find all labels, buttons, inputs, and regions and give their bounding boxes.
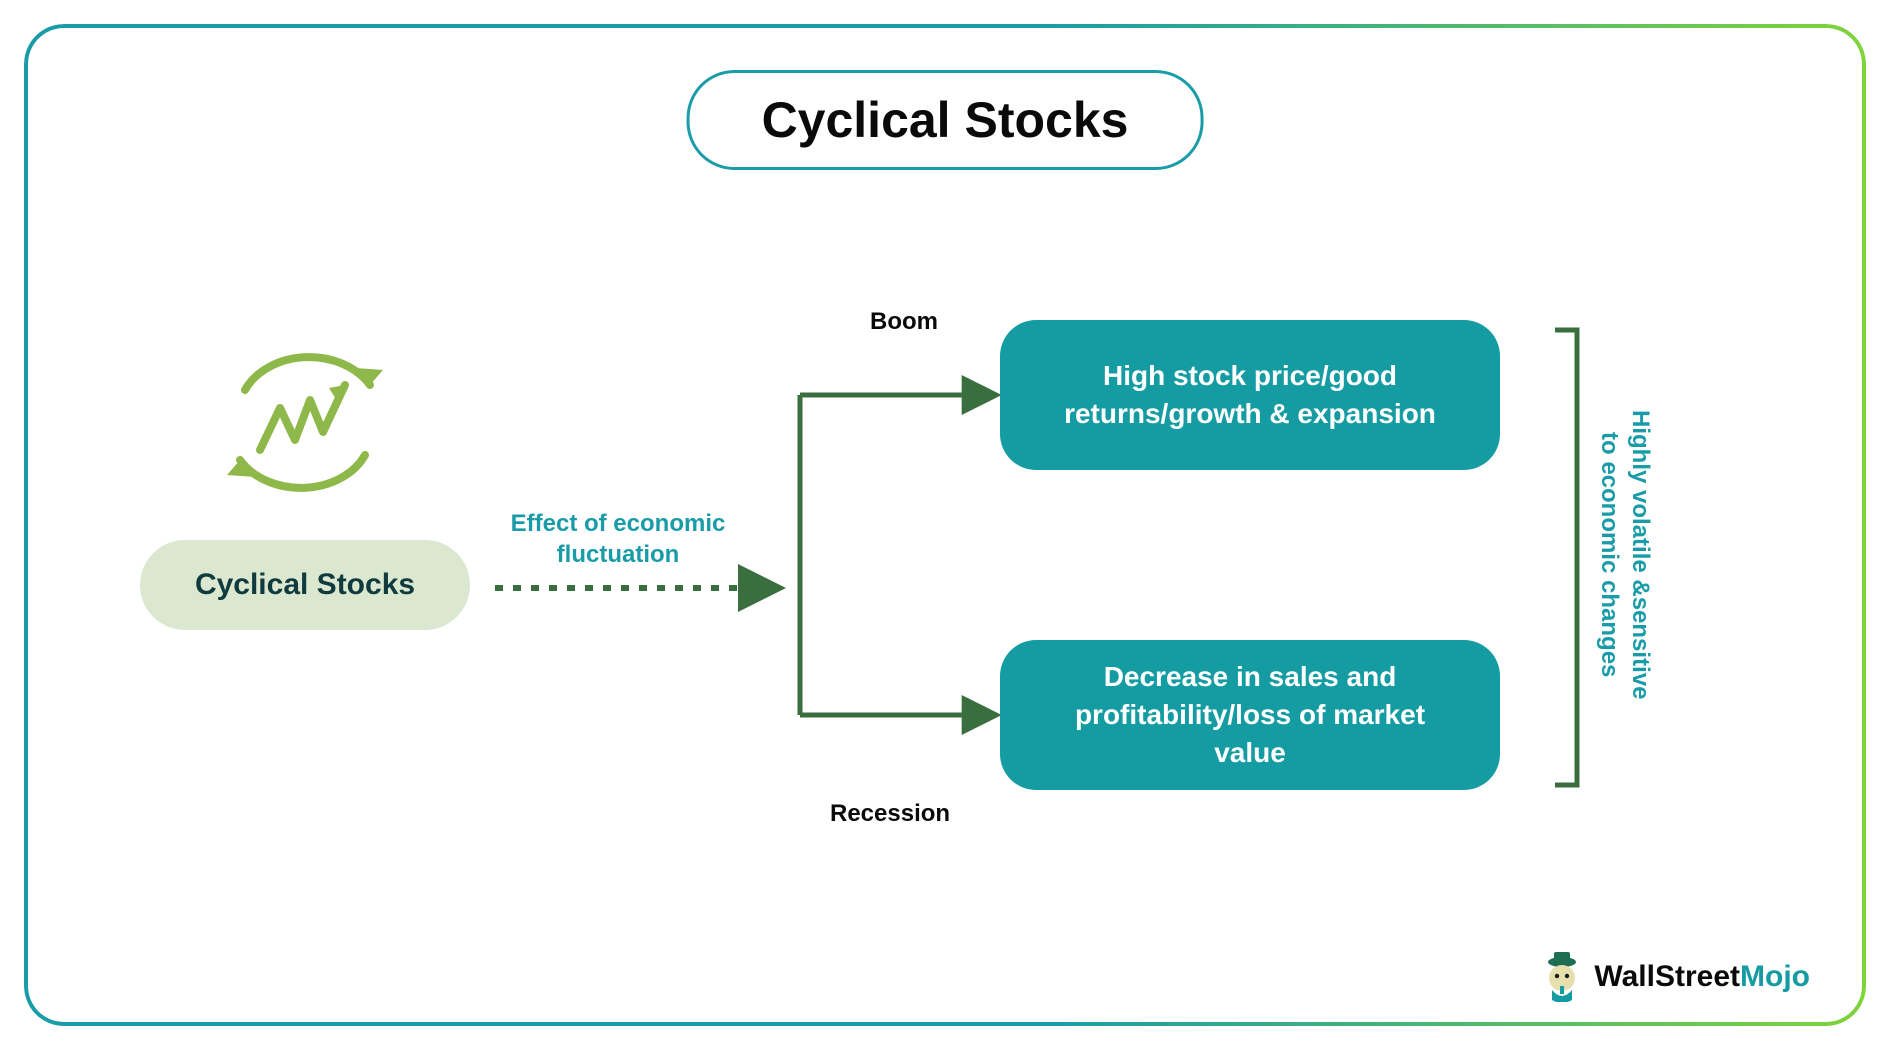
outcome-box-boom: High stock price/good returns/growth & e… (1000, 320, 1500, 470)
brand-name: WallStreetMojo (1594, 960, 1810, 994)
bracket-summary-label: Highly volatile &sensitive to economic c… (1610, 400, 1640, 710)
brand-name-a: WallStreet (1594, 960, 1740, 993)
source-badge: Cyclical Stocks (140, 540, 470, 630)
branch-label-boom: Boom (870, 308, 938, 336)
cyclical-arrows-icon (205, 330, 405, 510)
diagram-canvas: Cyclical Stocks Cyclical Stocks Effect o… (0, 0, 1890, 1050)
brand-name-b: Mojo (1740, 960, 1810, 993)
brand-logo: WallStreetMojo (1540, 952, 1810, 1002)
branch-label-recession: Recession (830, 800, 950, 828)
page-title: Cyclical Stocks (687, 70, 1204, 170)
connector-label: Effect of economic fluctuation (488, 508, 748, 570)
brand-mascot-icon (1540, 952, 1584, 1002)
outcome-box-recession: Decrease in sales and profitability/loss… (1000, 640, 1500, 790)
